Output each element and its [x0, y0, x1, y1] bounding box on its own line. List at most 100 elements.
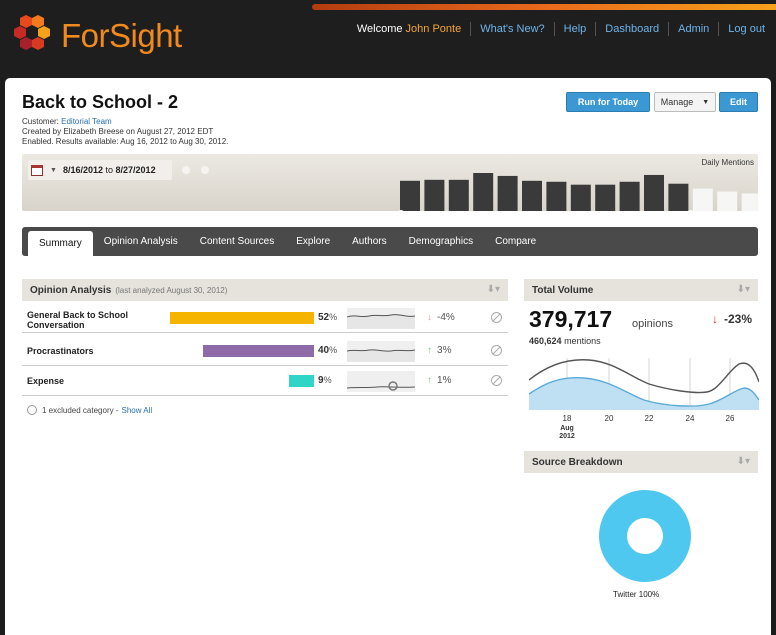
download-icon[interactable]: ⬇▾: [736, 284, 750, 295]
nav-logout[interactable]: Log out: [718, 22, 774, 36]
category-change: ↑ 1%: [427, 375, 451, 386]
opinion-subtitle: (last analyzed August 30, 2012): [115, 285, 228, 295]
category-name[interactable]: General Back to School Conversation: [27, 310, 129, 330]
nav-dashboard[interactable]: Dashboard: [595, 22, 668, 36]
mentions-label: mentions: [564, 336, 601, 346]
twitter-slice: [599, 490, 691, 582]
category-percent: 52%: [318, 312, 337, 323]
volume-chart: 18 20 22 24 26 Aug 2012: [529, 358, 759, 440]
tab-opinion-analysis[interactable]: Opinion Analysis: [103, 236, 178, 247]
start-date: 8/16/2012: [62, 165, 103, 175]
volume-title: Total Volume: [532, 284, 594, 296]
x-tick: 20: [605, 414, 614, 423]
welcome-label: Welcome: [356, 23, 403, 35]
exclude-icon[interactable]: [491, 375, 502, 386]
top-nav: Welcome John Ponte What's New? Help Dash…: [357, 22, 774, 36]
show-all-link[interactable]: Show All: [121, 405, 153, 415]
percent-symbol: %: [442, 345, 452, 356]
hexagon-logo-icon: [14, 15, 50, 50]
range-end-handle[interactable]: [687, 210, 693, 212]
user-name[interactable]: John Ponte: [405, 23, 462, 35]
mentions-value: 460,624: [529, 336, 562, 346]
nav-help[interactable]: Help: [553, 22, 596, 36]
total-volume-header: Total Volume ⬇▾: [524, 279, 758, 301]
source-breakdown-header: Source Breakdown ⬇▾: [524, 451, 758, 473]
run-for-today-button[interactable]: Run for Today: [566, 92, 650, 112]
sparkline: [347, 308, 415, 329]
opinion-row[interactable]: Expense 9% ↑ 1%: [22, 367, 508, 396]
x-year: 2012: [559, 433, 575, 440]
daily-bar: [424, 179, 445, 211]
arrow-up-icon: ↑: [427, 375, 432, 386]
opinions-line: [529, 377, 759, 407]
tab-explore[interactable]: Explore: [296, 236, 331, 247]
x-tick: 26: [726, 414, 735, 423]
end-date: 8/27/2012: [115, 165, 156, 175]
edit-button[interactable]: Edit: [719, 92, 758, 112]
mentions-line: [529, 359, 759, 394]
x-month: Aug: [560, 425, 574, 432]
sparkline: [347, 341, 415, 362]
welcome-text: Welcome John Ponte: [357, 22, 470, 36]
customer-label: Customer:: [22, 117, 59, 126]
percent-symbol: %: [445, 312, 455, 323]
created-line: Created by Elizabeth Breese on August 27…: [22, 127, 214, 136]
opinion-analysis-header: Opinion Analysis (last analyzed August 3…: [22, 279, 508, 301]
exclude-icon[interactable]: [491, 312, 502, 323]
date-range-picker[interactable]: ▼ 8/16/2012 to 8/27/2012: [28, 160, 172, 180]
logo[interactable]: ForSight: [14, 14, 184, 64]
tab-demographics[interactable]: Demographics: [408, 236, 474, 247]
total-volume-value: 379,717: [529, 306, 613, 332]
range-start-handle[interactable]: [398, 210, 404, 212]
customer-link[interactable]: Editorial Team: [61, 117, 112, 126]
next-arrow-icon[interactable]: [201, 166, 209, 174]
daily-bar: [668, 183, 689, 211]
volume-change-value: -23%: [724, 312, 753, 326]
nav-admin[interactable]: Admin: [668, 22, 718, 36]
change-value: 3: [437, 345, 443, 356]
manage-label: Manage: [660, 97, 694, 107]
daily-bar: [497, 175, 518, 211]
percent-value: 52: [318, 312, 330, 323]
exclude-icon[interactable]: [491, 345, 502, 356]
percentage-bar: [203, 345, 314, 357]
sparkline: [347, 371, 415, 392]
category-name[interactable]: Expense: [27, 376, 65, 386]
prev-arrow-icon[interactable]: [182, 166, 190, 174]
download-icon[interactable]: ⬇▾: [736, 456, 750, 467]
daily-bar: [473, 173, 494, 211]
daily-bar: [570, 184, 591, 211]
twitter-legend-label: Twitter 100%: [613, 590, 660, 599]
percent-symbol: %: [329, 312, 338, 322]
source-title: Source Breakdown: [532, 456, 623, 468]
opinion-row[interactable]: General Back to School Conversation 52% …: [22, 304, 508, 333]
accent-stripe: [312, 4, 776, 10]
category-percent: 9%: [318, 375, 332, 386]
x-tick: 24: [686, 414, 695, 423]
daily-bar: [595, 184, 616, 211]
arrow-down-icon: ↓: [427, 312, 432, 323]
daily-mentions-chart: [398, 173, 758, 212]
total-volume-unit: opinions: [632, 318, 673, 330]
tab-summary[interactable]: Summary: [28, 231, 93, 256]
percentage-bar: [170, 312, 314, 324]
timeline: ▼ 8/16/2012 to 8/27/2012 Daily Mentions: [22, 154, 758, 211]
tab-content-sources[interactable]: Content Sources: [199, 236, 275, 247]
category-name[interactable]: Procrastinators: [27, 346, 94, 356]
daily-bar: [741, 193, 758, 211]
tab-authors[interactable]: Authors: [352, 236, 387, 247]
manage-dropdown[interactable]: Manage ▼: [654, 92, 716, 112]
daily-bar: [400, 180, 420, 211]
opinion-row[interactable]: Procrastinators 40% ↑ 3%: [22, 337, 508, 366]
page-title: Back to School - 2: [22, 92, 179, 112]
enabled-line: Enabled. Results available: Aug 16, 2012…: [22, 137, 229, 146]
arrow-down-icon: ↓: [712, 312, 718, 326]
daily-bar: [546, 181, 567, 211]
change-value: 1: [437, 375, 443, 386]
tab-compare[interactable]: Compare: [495, 236, 537, 247]
download-icon[interactable]: ⬇▾: [486, 284, 500, 295]
daily-bar: [692, 188, 713, 211]
opinions-area: [529, 377, 759, 410]
excluded-text: 1 excluded category -: [42, 405, 119, 415]
nav-whats-new[interactable]: What's New?: [470, 22, 553, 36]
